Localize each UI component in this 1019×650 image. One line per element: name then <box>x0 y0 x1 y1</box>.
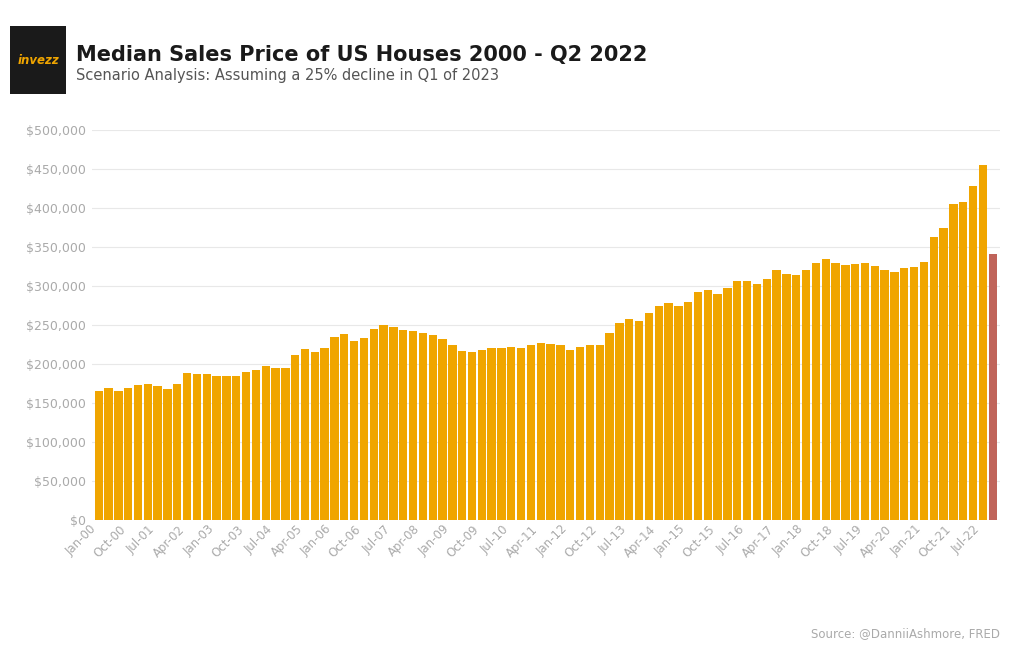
Bar <box>595 345 603 520</box>
Bar <box>968 186 976 520</box>
Bar <box>350 341 358 520</box>
Text: Median Sales Price of US Houses 2000 - Q2 2022: Median Sales Price of US Houses 2000 - Q… <box>76 46 647 66</box>
Bar <box>339 334 348 520</box>
Bar <box>811 263 819 520</box>
Bar <box>409 332 417 520</box>
Bar <box>114 391 122 520</box>
Bar <box>330 337 338 520</box>
Text: Source: @DanniiAshmore, FRED: Source: @DanniiAshmore, FRED <box>810 627 999 640</box>
Bar <box>379 325 387 520</box>
Bar <box>242 372 250 520</box>
Bar <box>899 268 908 520</box>
Bar <box>792 275 800 520</box>
Bar <box>576 347 584 520</box>
Bar <box>477 350 485 520</box>
Bar <box>860 263 868 520</box>
Bar <box>733 281 741 520</box>
Bar <box>762 279 770 520</box>
Bar <box>153 386 162 520</box>
Bar <box>801 270 809 520</box>
Bar <box>949 204 957 520</box>
Bar <box>311 352 319 520</box>
Bar <box>909 266 917 520</box>
Bar <box>144 384 152 520</box>
Bar <box>428 335 436 520</box>
Bar <box>447 344 457 520</box>
Bar <box>674 306 682 520</box>
Bar <box>850 264 859 520</box>
Bar <box>614 324 623 520</box>
Bar <box>870 266 878 520</box>
Bar <box>231 376 240 520</box>
Bar <box>438 339 446 520</box>
Bar <box>585 345 593 520</box>
Bar <box>124 388 132 520</box>
Bar <box>712 294 721 520</box>
Bar <box>271 368 279 520</box>
Bar <box>644 313 652 520</box>
Bar <box>566 350 574 520</box>
Bar <box>879 270 888 520</box>
Bar <box>555 345 565 520</box>
Bar <box>654 306 662 520</box>
Bar <box>95 391 103 520</box>
Bar <box>634 321 643 520</box>
Bar <box>841 265 849 520</box>
Bar <box>928 237 937 520</box>
Bar <box>173 384 181 520</box>
Bar <box>133 385 142 520</box>
Bar <box>752 283 760 520</box>
Bar <box>978 165 986 520</box>
Bar <box>890 272 898 520</box>
Bar <box>742 281 751 520</box>
Bar <box>261 365 270 520</box>
Bar <box>830 263 839 520</box>
Bar <box>625 318 633 520</box>
Bar <box>203 374 211 520</box>
Bar <box>938 227 947 520</box>
Bar <box>193 374 201 520</box>
Bar <box>820 259 829 520</box>
Bar <box>163 389 171 520</box>
Bar <box>605 333 613 520</box>
Bar <box>517 348 525 520</box>
Bar <box>290 355 299 520</box>
Bar <box>546 344 554 520</box>
Bar <box>771 270 780 520</box>
Bar <box>458 351 466 520</box>
Bar <box>419 333 427 520</box>
Bar <box>958 202 966 520</box>
Bar <box>506 347 515 520</box>
Bar <box>104 388 112 520</box>
Bar <box>360 338 368 520</box>
Text: invezz: invezz <box>17 54 59 67</box>
Bar <box>222 376 230 520</box>
Bar <box>987 254 996 520</box>
Bar <box>182 373 192 520</box>
Bar <box>212 376 220 520</box>
Bar <box>320 348 328 520</box>
Bar <box>252 370 260 520</box>
Bar <box>281 368 289 520</box>
Bar <box>919 262 927 520</box>
Bar <box>389 328 397 520</box>
Bar <box>782 274 790 520</box>
Bar <box>301 349 309 520</box>
Bar <box>487 348 495 520</box>
Bar <box>398 330 407 520</box>
Bar <box>693 292 701 520</box>
Bar <box>684 302 692 520</box>
Bar <box>526 344 535 520</box>
Bar <box>468 352 476 520</box>
Bar <box>536 343 544 520</box>
Bar <box>703 290 711 520</box>
Text: Scenario Analysis: Assuming a 25% decline in Q1 of 2023: Scenario Analysis: Assuming a 25% declin… <box>76 68 499 83</box>
Bar <box>497 348 505 520</box>
Bar <box>663 303 672 520</box>
Bar <box>722 287 731 520</box>
Bar <box>369 329 378 520</box>
